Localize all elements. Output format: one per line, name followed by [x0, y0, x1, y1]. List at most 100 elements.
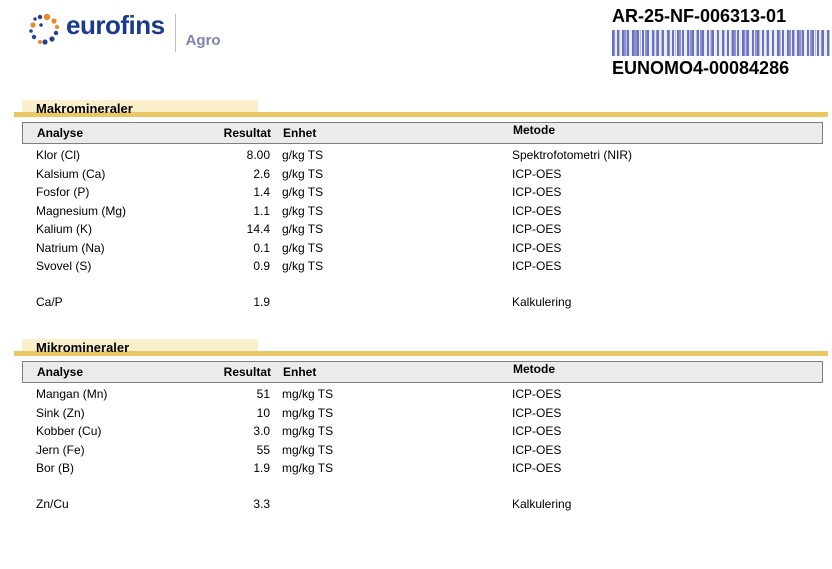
section-underline — [14, 351, 828, 356]
table-row: Fosfor (P) 1.4 g/kg TS ICP-OES — [22, 183, 823, 202]
cell-analyse: Fosfor (P) — [36, 185, 90, 199]
cell-resultat: 10 — [256, 405, 270, 420]
cell-metode: ICP-OES — [512, 222, 562, 236]
cell-analyse: Kobber (Cu) — [36, 424, 102, 438]
sample-id-block: AR-25-NF-006313-01 EUNOMO4-00084286 — [612, 6, 832, 79]
column-header-resultat: Resultat — [223, 365, 271, 379]
cell-analyse: Jern (Fe) — [36, 442, 85, 457]
cell-resultat: 1.9 — [253, 461, 270, 475]
table-body: Klor (Cl) 8.00 g/kg TS Spektrofotometri … — [22, 146, 823, 276]
table-row: Jern (Fe) 55 mg/kg TS ICP-OES — [22, 441, 823, 460]
table-row: Sink (Zn) 10 mg/kg TS ICP-OES — [22, 404, 823, 423]
cell-resultat: 3.0 — [253, 424, 270, 438]
cell-metode: Kalkulering — [512, 496, 572, 511]
table-row: Kobber (Cu) 3.0 mg/kg TS ICP-OES — [22, 422, 823, 441]
eurofins-logo: eurofins Agro — [28, 8, 221, 52]
sub-brand-name: Agro — [185, 32, 221, 49]
cell-analyse: Svovel (S) — [36, 259, 92, 273]
cell-enhet: g/kg TS — [282, 203, 324, 218]
cell-enhet: mg/kg TS — [282, 461, 334, 475]
table-header-row: Analyse Resultat Enhet Metode — [22, 361, 823, 383]
cell-resultat: 51 — [256, 387, 270, 401]
cell-metode: ICP-OES — [512, 442, 562, 457]
cell-metode: ICP-OES — [512, 405, 562, 420]
cell-enhet: g/kg TS — [282, 222, 324, 236]
cell-metode: ICP-OES — [512, 166, 562, 181]
column-header-analyse: Analyse — [37, 365, 84, 379]
logo-divider — [174, 14, 176, 52]
cell-analyse: Klor (Cl) — [36, 148, 80, 162]
cell-resultat: 8.00 — [246, 148, 270, 162]
cell-enhet — [270, 495, 512, 514]
column-header-resultat: Resultat — [223, 126, 271, 140]
cell-enhet: g/kg TS — [282, 166, 324, 181]
section-header-mikromineraler: Mikromineraler — [0, 339, 832, 356]
section-header-makromineraler: Makromineraler — [0, 100, 832, 117]
brand-name: eurofins — [66, 10, 165, 40]
cell-enhet: g/kg TS — [282, 240, 324, 255]
table-row: Kalsium (Ca) 2.6 g/kg TS ICP-OES — [22, 165, 823, 184]
cell-resultat: 14.4 — [246, 222, 270, 236]
calculation-row: Ca/P 1.9 Kalkulering — [22, 293, 823, 312]
calculation-row: Zn/Cu 3.3 Kalkulering — [22, 495, 823, 514]
table-header-row: Analyse Resultat Enhet Metode — [22, 122, 823, 144]
cell-resultat: 1.4 — [253, 185, 270, 199]
table-row: Klor (Cl) 8.00 g/kg TS Spektrofotometri … — [22, 146, 823, 165]
page-header: eurofins Agro AR-25-NF-006313-01 EUNOMO4… — [0, 0, 832, 100]
table-row: Svovel (S) 0.9 g/kg TS ICP-OES — [22, 257, 823, 276]
cell-analyse: Mangan (Mn) — [36, 387, 108, 401]
table-row: Bor (B) 1.9 mg/kg TS ICP-OES — [22, 459, 823, 478]
eurofins-dots-icon — [29, 13, 60, 45]
table-row: Kalium (K) 14.4 g/kg TS ICP-OES — [22, 220, 823, 239]
cell-enhet: mg/kg TS — [282, 442, 334, 457]
cell-enhet: g/kg TS — [282, 259, 324, 273]
cell-metode: ICP-OES — [512, 387, 562, 401]
section-underline — [14, 112, 828, 117]
cell-analyse: Natrium (Na) — [36, 240, 105, 255]
section-mikromineraler: Mikromineraler Analyse Resultat Enhet Me… — [0, 339, 832, 513]
cell-analyse: Magnesium (Mg) — [36, 203, 127, 218]
cell-enhet: g/kg TS — [282, 185, 324, 199]
cell-metode: Kalkulering — [512, 294, 572, 309]
column-header-enhet: Enhet — [283, 126, 317, 140]
report-number: AR-25-NF-006313-01 — [612, 6, 787, 26]
section-makromineraler: Makromineraler Analyse Resultat Enhet Me… — [0, 100, 832, 311]
cell-resultat: 1.1 — [253, 203, 270, 218]
column-header-enhet: Enhet — [283, 365, 317, 379]
table-row: Mangan (Mn) 51 mg/kg TS ICP-OES — [22, 385, 823, 404]
section-title: Makromineraler — [36, 101, 133, 116]
cell-enhet: g/kg TS — [282, 148, 324, 162]
cell-analyse: Kalium (K) — [36, 222, 93, 236]
cell-resultat: 3.3 — [253, 496, 270, 511]
cell-resultat: 1.9 — [253, 294, 270, 309]
section-title: Mikromineraler — [36, 340, 130, 355]
table-row: Zn/Cu 3.3 Kalkulering — [22, 495, 823, 514]
cell-resultat: 2.6 — [253, 166, 270, 181]
cell-metode: ICP-OES — [512, 240, 562, 255]
cell-enhet: mg/kg TS — [282, 405, 334, 420]
barcode — [612, 30, 830, 56]
cell-analyse: Zn/Cu — [36, 496, 69, 511]
cell-metode: ICP-OES — [512, 461, 562, 475]
cell-analyse: Kalsium (Ca) — [36, 166, 106, 181]
cell-enhet — [270, 293, 512, 312]
column-header-metode: Metode — [513, 362, 555, 376]
table-body: Mangan (Mn) 51 mg/kg TS ICP-OES Sink (Zn… — [22, 385, 823, 478]
cell-resultat: 0.1 — [253, 240, 270, 255]
cell-metode: ICP-OES — [512, 203, 562, 218]
cell-resultat: 55 — [256, 442, 270, 457]
cell-analyse: Bor (B) — [36, 461, 75, 475]
cell-metode: ICP-OES — [512, 185, 562, 199]
sample-number: EUNOMO4-00084286 — [612, 58, 790, 78]
column-header-analyse: Analyse — [37, 126, 84, 140]
cell-analyse: Sink (Zn) — [36, 405, 85, 420]
cell-enhet: mg/kg TS — [282, 424, 334, 438]
cell-metode: Spektrofotometri (NIR) — [512, 148, 633, 162]
cell-metode: ICP-OES — [512, 424, 562, 438]
cell-metode: ICP-OES — [512, 259, 562, 273]
cell-resultat: 0.9 — [253, 259, 270, 273]
column-header-metode: Metode — [513, 123, 555, 137]
table-row: Ca/P 1.9 Kalkulering — [22, 293, 823, 312]
cell-analyse: Ca/P — [36, 294, 63, 309]
